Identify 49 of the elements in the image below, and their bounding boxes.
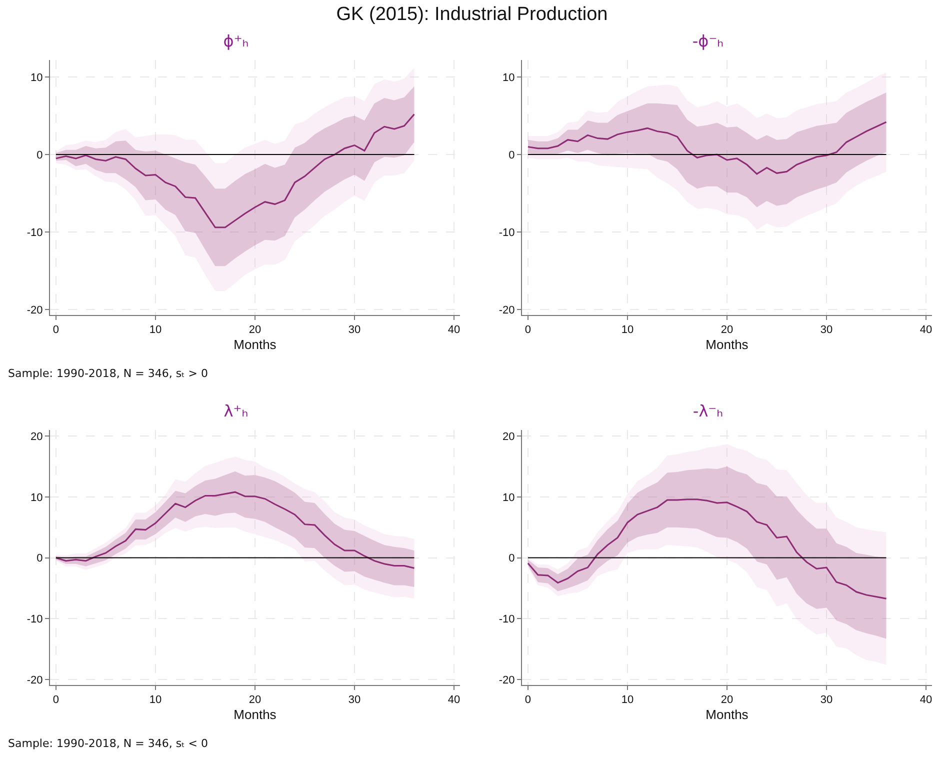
x-tick-label: 40 <box>448 324 460 336</box>
x-tick-label: 10 <box>621 694 634 706</box>
chart-title: GK (2015): Industrial Production <box>335 4 609 26</box>
y-tick-label: 0 <box>36 552 43 565</box>
y-tick-label: -20 <box>26 304 43 316</box>
x-tick-label: 20 <box>720 694 734 706</box>
x-tick-label: 0 <box>524 324 532 336</box>
chart-subtitle: ϕ⁺ₕ <box>223 32 249 51</box>
x-tick-label: 20 <box>248 324 262 336</box>
x-axis-title: Months <box>234 706 277 722</box>
y-tick-label: 10 <box>502 72 515 84</box>
y-tick-label: -10 <box>26 614 43 626</box>
x-tick-label: 0 <box>52 694 60 706</box>
x-tick-label: 10 <box>149 694 162 706</box>
x-tick-label: 40 <box>448 694 460 706</box>
y-tick-label: 0 <box>36 149 43 162</box>
x-axis-title: Months <box>706 336 749 352</box>
y-tick-label: -20 <box>498 304 515 316</box>
x-tick-label: 0 <box>52 324 60 336</box>
text: Sample: 1990-2018, N = 346, sₜ > 0 <box>8 367 208 380</box>
chart-subtitle: λ⁺ₕ <box>224 402 248 421</box>
x-tick-label: 30 <box>348 694 361 706</box>
x-tick-label: 40 <box>920 324 932 336</box>
x-tick-label: 30 <box>820 324 833 336</box>
x-tick-label: 0 <box>524 694 532 706</box>
y-tick-label: 0 <box>508 149 515 162</box>
y-tick-label: -10 <box>498 614 515 626</box>
x-tick-label: 40 <box>920 694 932 706</box>
y-tick-label: 20 <box>30 430 43 443</box>
x-axis-title: Months <box>234 336 277 352</box>
y-tick-label: 10 <box>30 72 43 84</box>
chart-subtitle: -λ⁻ₕ <box>692 402 724 421</box>
chart-subtitle: -ϕ⁻ₕ <box>692 32 724 51</box>
y-tick-label: 0 <box>508 552 515 565</box>
x-axis-title: Months <box>706 706 749 722</box>
y-tick-label: -20 <box>26 674 43 686</box>
x-tick-label: 20 <box>720 324 734 336</box>
x-tick-label: 20 <box>248 694 262 706</box>
y-tick-label: 20 <box>502 430 515 443</box>
y-tick-label: -10 <box>498 226 515 239</box>
y-tick-label: -10 <box>26 226 43 239</box>
x-tick-label: 30 <box>348 324 361 336</box>
y-tick-label: 10 <box>30 492 43 504</box>
text: Sample: 1990-2018, N = 346, sₜ < 0 <box>8 737 208 750</box>
x-tick-label: 30 <box>820 694 833 706</box>
y-tick-label: -20 <box>498 674 515 686</box>
x-tick-label: 10 <box>621 324 634 336</box>
x-tick-label: 10 <box>149 324 162 336</box>
y-tick-label: 10 <box>502 492 515 504</box>
